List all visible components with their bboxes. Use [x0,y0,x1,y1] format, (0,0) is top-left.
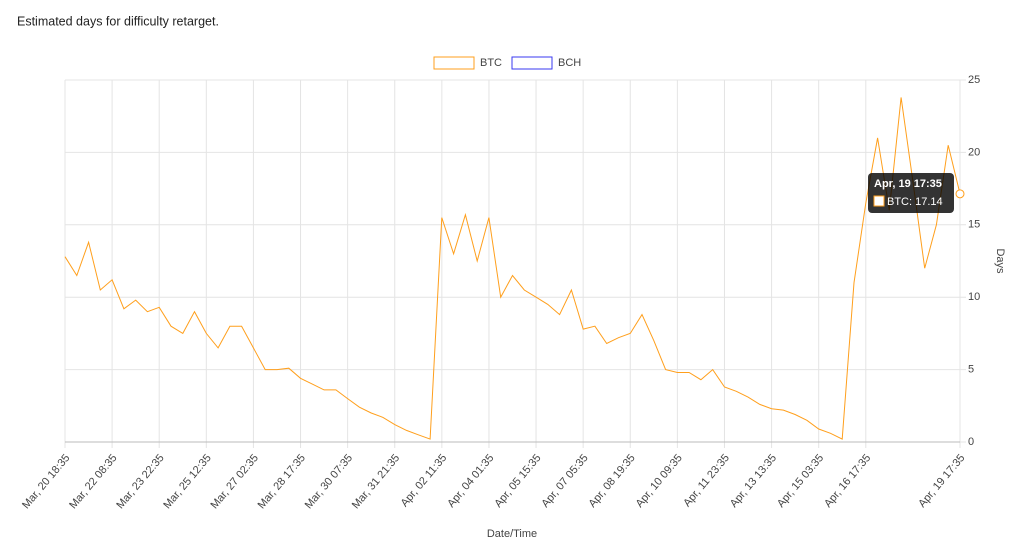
legend-label: BCH [558,57,581,69]
tooltip: Apr, 19 17:35 BTC: 17.14 [868,173,954,213]
x-tick-label: Mar, 28 17:35 [256,452,308,511]
hover-point [955,189,965,199]
x-tick-label: Mar, 22 08:35 [67,452,119,511]
x-tick-label: Apr, 10 09:35 [634,452,685,510]
tooltip-box [868,173,954,213]
x-tick-label: Apr, 15 03:35 [775,452,826,510]
legend-swatch [433,56,475,70]
x-tick-label: Apr, 19 17:35 [916,452,967,510]
x-tick-label: Apr, 05 15:35 [492,452,543,510]
y-tick-label: 25 [968,74,980,86]
x-tick-label: Apr, 16 17:35 [822,452,873,510]
x-tick-label: Mar, 23 22:35 [114,452,166,511]
x-tick-label: Apr, 08 19:35 [587,452,638,510]
tooltip-title: Apr, 19 17:35 [874,178,942,190]
x-tick-label: Mar, 30 07:35 [303,452,355,511]
x-tick-label: Mar, 31 21:35 [350,452,402,511]
tooltip-swatch [873,195,885,207]
x-tick-label: Apr, 11 23:35 [681,452,732,509]
y-axis-title: Days [994,248,1006,274]
y-tick-label: 15 [968,219,980,231]
y-tick-label: 5 [968,364,974,376]
x-tick-label: Apr, 07 05:35 [539,452,590,510]
y-tick-label: 20 [968,146,980,158]
tooltip-text: BTC: 17.14 [887,196,943,208]
y-tick-label: 10 [968,291,980,303]
series-line [64,97,961,440]
x-tick-label: Apr, 04 01:35 [445,452,496,510]
x-axis-title: Date/Time [487,528,537,540]
x-tick-label: Apr, 02 11:35 [399,452,450,509]
chart-title: Estimated days for difficulty retarget. [17,14,219,28]
x-tick-label: Mar, 25 12:35 [161,452,213,511]
legend-swatch [511,56,553,70]
legend-label: BTC [480,57,502,69]
x-tick-label: Mar, 27 02:35 [209,452,261,511]
x-tick-label: Mar, 20 18:35 [20,452,72,511]
y-tick-label: 0 [968,436,974,448]
x-tick-label: Apr, 13 13:35 [728,452,779,510]
